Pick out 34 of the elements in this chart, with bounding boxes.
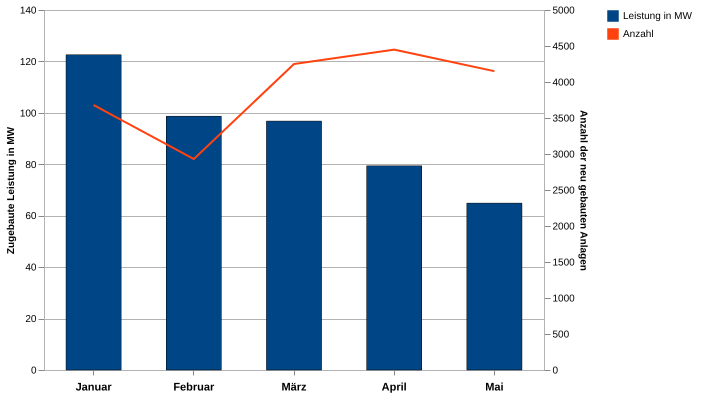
y-tick-label: 80 [25, 160, 37, 171]
line-series [92, 48, 496, 160]
legend-label: Anzahl [623, 29, 654, 40]
y-tick-label: 100 [20, 108, 37, 120]
y2-tick-label: 2000 [552, 222, 576, 232]
y2-tick-label: 3500 [552, 114, 576, 124]
y2-tick-label: 1500 [552, 258, 576, 268]
x-tick-label: April [382, 382, 407, 394]
y-tick-label: 40 [25, 262, 37, 274]
bar [166, 116, 222, 370]
y-tick-label: 0 [30, 366, 37, 376]
y-axis-title: Zugebaute Leistung in MW [6, 126, 17, 254]
bar [266, 120, 322, 370]
legend-label: Leistung in MW [623, 11, 692, 22]
y-tick-label: 20 [25, 314, 37, 326]
y2-tick-label: 2500 [552, 186, 576, 196]
y-tick-label: 140 [20, 6, 37, 16]
x-tick-label: Mai [485, 382, 504, 394]
x-tick-label: Januar [76, 382, 112, 394]
bar [366, 166, 422, 370]
y2-tick-label: 1000 [552, 294, 576, 304]
y2-tick-label: 4000 [552, 78, 576, 88]
y2-tick-label: 5000 [552, 6, 576, 16]
bar [66, 54, 122, 370]
y2-tick-label: 0 [552, 366, 558, 376]
y2-tick-label: 500 [552, 330, 570, 340]
bar [466, 202, 522, 370]
y2-axis-title: Anzahl der neu gebauten Anlagen [578, 110, 589, 271]
y2-tick-label: 3000 [552, 150, 576, 160]
x-tick-label: Februar [173, 382, 215, 394]
y2-tick-label: 4500 [552, 42, 576, 52]
y-tick-label: 120 [20, 56, 37, 68]
y-tick-label: 60 [25, 211, 37, 222]
x-tick-label: März [281, 382, 308, 394]
